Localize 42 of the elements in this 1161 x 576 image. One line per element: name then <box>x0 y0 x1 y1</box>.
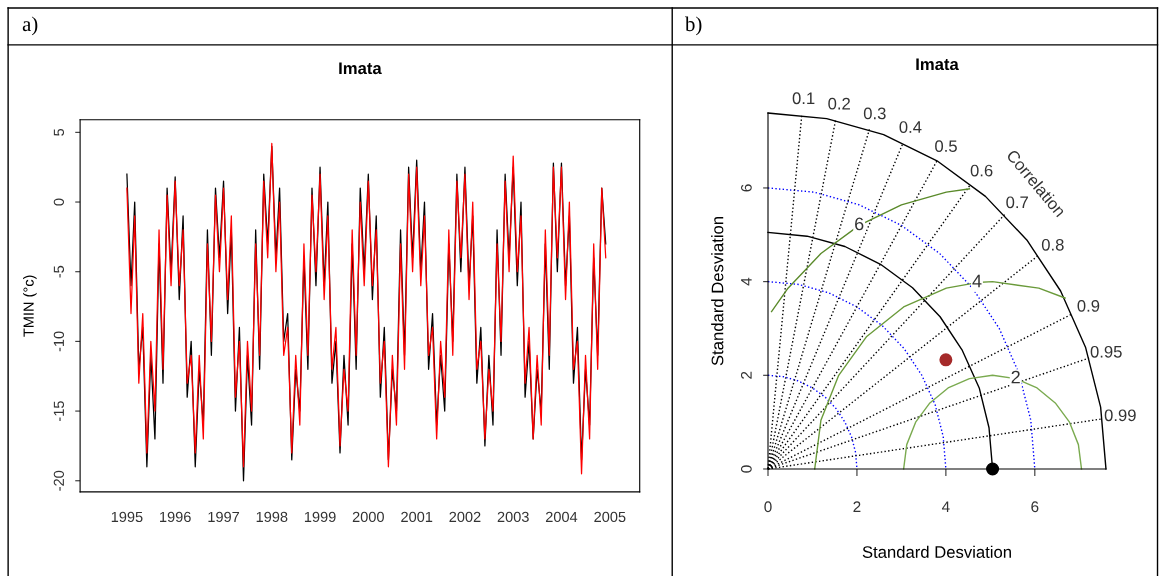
x-tick-label: 2000 <box>352 511 384 523</box>
annotation: 0.2 <box>828 97 850 110</box>
annotation: 0.1 <box>792 92 815 105</box>
annotation: 0.5 <box>935 140 957 153</box>
annotation: 0.6 <box>970 164 993 177</box>
x-tick-label: 2002 <box>449 511 481 523</box>
annotation: 0.99 <box>1104 409 1136 422</box>
x-tick-label: 1997 <box>208 511 240 523</box>
annotation: 0.4 <box>899 121 922 133</box>
y-tick-label: 4 <box>741 277 752 286</box>
x-tick-label: 4 <box>941 501 950 512</box>
x-tick-label: 2005 <box>594 511 626 523</box>
y-tick-label: 5 <box>53 128 65 136</box>
y-tick-label: 6 <box>740 184 752 192</box>
x-tick-label: 1998 <box>256 511 288 523</box>
annotation: 0.8 <box>1041 238 1064 251</box>
x-tick-label: 1999 <box>304 511 336 523</box>
x-tick-label: 2003 <box>497 511 529 523</box>
x-tick-label: 2001 <box>401 511 433 523</box>
x-tick-label: 1996 <box>160 511 191 523</box>
y-tick-label: -10 <box>53 331 65 352</box>
y-tick-label: -5 <box>53 265 65 278</box>
annotation: 0.9 <box>1077 299 1100 312</box>
x-tick-label: 6 <box>1031 501 1039 513</box>
y-tick-label: 2 <box>740 371 752 379</box>
y-axis-title: Standard Desviation <box>711 217 724 366</box>
text: a) <box>22 16 38 36</box>
annotation: 0.3 <box>863 107 886 120</box>
x-axis-title: Standard Desviation <box>862 545 1011 558</box>
y-tick-label: 0 <box>53 198 65 206</box>
y-axis-title: TMIN (°c) <box>23 275 37 337</box>
text: b) <box>684 16 702 36</box>
chart-title: Imata <box>916 58 959 71</box>
annotation: 0.95 <box>1090 345 1122 358</box>
chart-title: Imata <box>339 62 382 75</box>
x-tick-label: 1995 <box>111 511 143 523</box>
y-tick-label: 0 <box>740 465 752 473</box>
x-tick-label: 0 <box>764 501 772 513</box>
x-tick-label: 2004 <box>545 511 578 523</box>
y-tick-label: -15 <box>53 401 65 421</box>
x-tick-label: 2 <box>853 501 861 512</box>
y-tick-label: -20 <box>53 470 65 491</box>
